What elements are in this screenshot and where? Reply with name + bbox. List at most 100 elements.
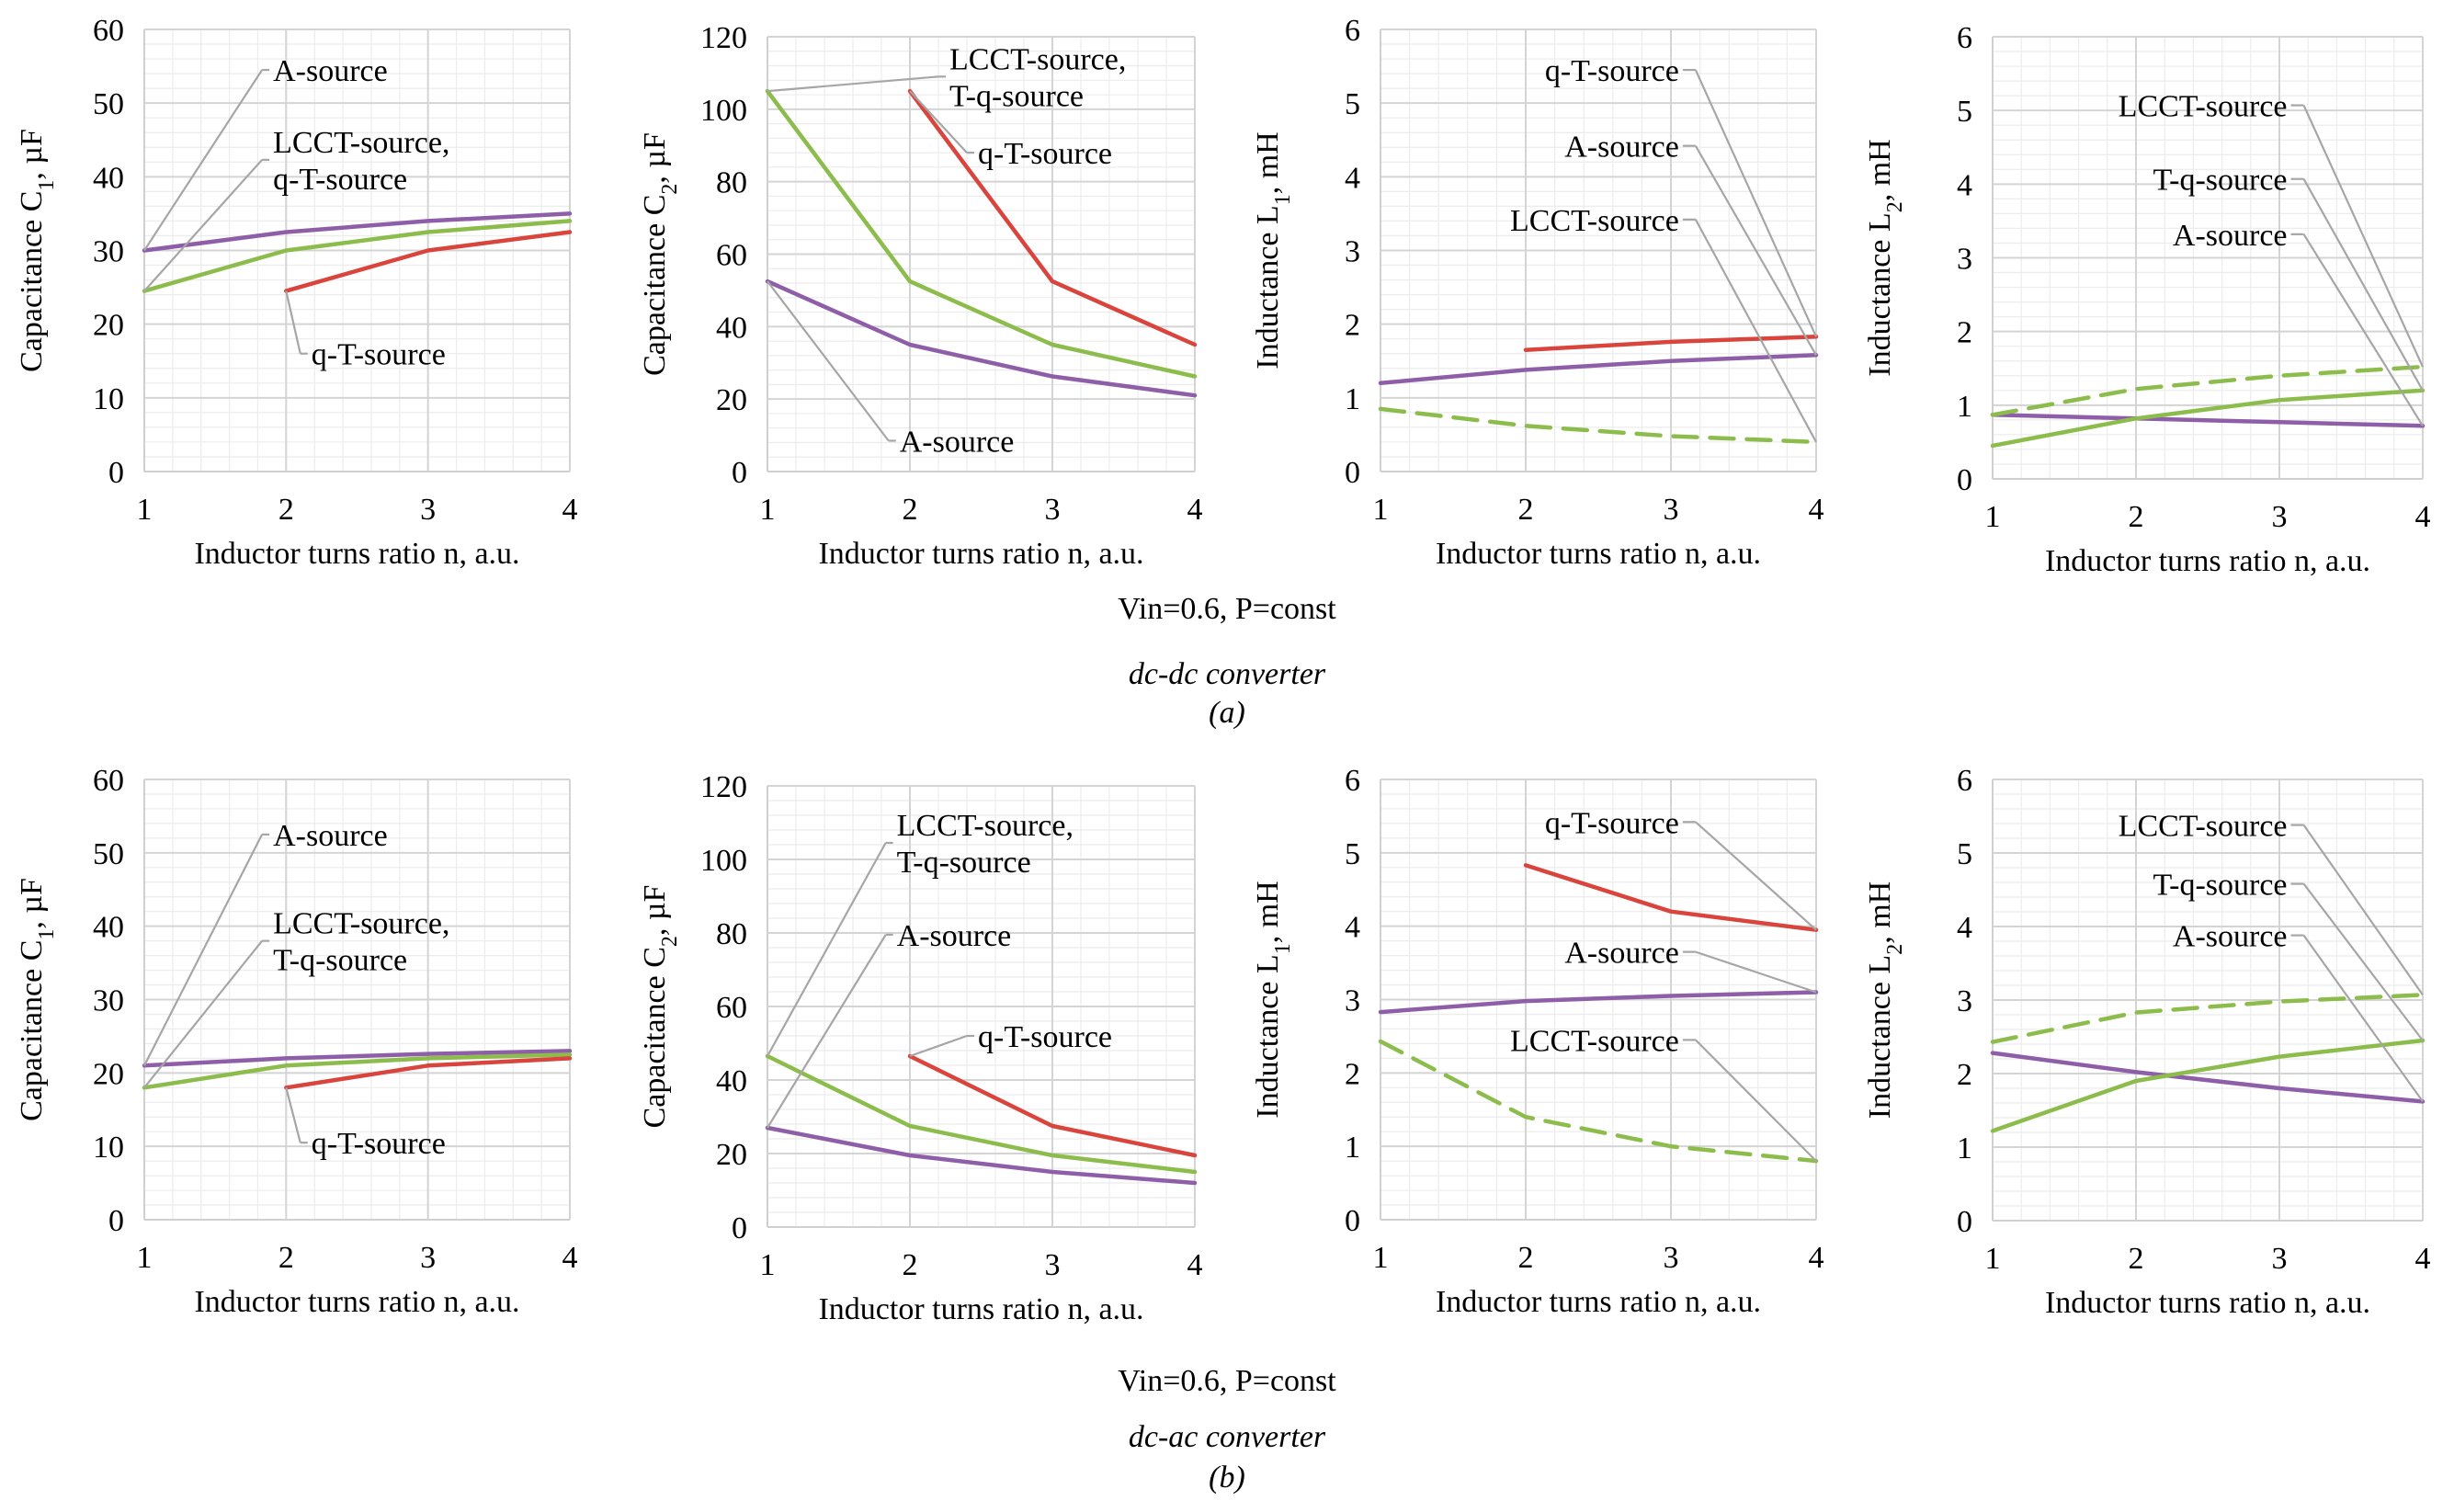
annotation-text: LCCT-source, <box>949 42 1126 76</box>
annotation-callout: A-source <box>767 280 1014 459</box>
annotation-text: q-T-source <box>1545 806 1679 840</box>
y-tick-label: 80 <box>716 166 747 200</box>
annotation-text: A-source <box>897 919 1012 953</box>
y-tick-label: 4 <box>1957 168 1972 202</box>
y-tick-label: 0 <box>732 456 747 490</box>
leader-line <box>767 842 887 1057</box>
x-tick-label: 2 <box>903 1248 918 1282</box>
leader-line <box>1695 821 1817 931</box>
leader-line <box>1695 950 1817 994</box>
y-tick-label: 10 <box>93 382 124 416</box>
leader-line <box>909 90 968 153</box>
y-axis-title-subscript: 1 <box>1271 943 1295 954</box>
leader-line <box>2302 934 2424 1103</box>
y-tick-label: 60 <box>716 991 747 1025</box>
annotation-text: T-q-source <box>949 79 1084 113</box>
annotation-text: T-q-source <box>2153 164 2287 198</box>
y-tick-label: 5 <box>1957 95 1972 129</box>
annotation-callout: q-T-source <box>909 90 1112 171</box>
series-line-lcct-source <box>1990 993 2426 1044</box>
y-axis-title: Inductance L1, mH <box>1251 131 1295 369</box>
annotation-text: LCCT-source <box>2119 810 2288 844</box>
y-tick-label: 100 <box>700 844 747 878</box>
x-tick-label: 1 <box>760 493 776 527</box>
y-tick-label: 6 <box>1345 14 1360 48</box>
annotation-text: LCCT-source <box>1510 1024 1679 1058</box>
y-tick-label: 0 <box>1957 1205 1972 1239</box>
y-axis-title-unit: , mH <box>1251 881 1285 943</box>
y-tick-label: 60 <box>93 14 124 48</box>
y-tick-label: 3 <box>1345 235 1360 269</box>
leader-line <box>1695 1039 1817 1162</box>
series-line-lcct-source <box>1378 1039 1819 1164</box>
y-tick-label: 50 <box>93 837 124 871</box>
annotation-text: T-q-source <box>2153 869 2287 903</box>
leader-line <box>767 280 890 442</box>
series-line-lcct-source <box>1378 406 1819 445</box>
chart-a1: 0 10 20 30 40 50 60 1 2 3 4 Inductor turns ratio n,… <box>15 14 578 571</box>
y-tick-label: 3 <box>1957 984 1972 1018</box>
y-tick-label: 50 <box>93 87 124 121</box>
caption-b-label: (b) <box>1209 1461 1245 1495</box>
x-axis-title: Inductor turns ratio n, a.u. <box>194 537 519 571</box>
annotation-text: q-T-source <box>312 338 446 372</box>
y-axis-title-subscript: 2 <box>658 184 682 195</box>
annotation-text: LCCT-source, <box>273 907 449 941</box>
x-tick-label: 1 <box>760 1248 776 1282</box>
y-tick-label: 6 <box>1345 764 1360 798</box>
y-axis-title-subscript: 2 <box>658 936 682 947</box>
series-line-a-source <box>1990 1051 2426 1104</box>
x-tick-label: 1 <box>1373 493 1389 527</box>
annotation-callout: A-source <box>1564 131 1817 356</box>
series-line-a-source <box>1378 353 1819 386</box>
y-tick-label: 40 <box>716 311 747 345</box>
x-tick-label: 4 <box>1809 493 1824 527</box>
y-tick-label: 5 <box>1957 837 1972 871</box>
x-tick-label: 3 <box>420 1241 436 1275</box>
series-line-a-source <box>1378 990 1819 1015</box>
annotation-callout: A-source <box>767 919 1012 1129</box>
y-tick-label: 0 <box>108 456 124 490</box>
annotation-text: q-T-source <box>1545 54 1679 88</box>
annotation-callout: q-T-source <box>909 1020 1112 1058</box>
leader-line <box>143 939 263 1088</box>
x-tick-label: 3 <box>1664 493 1679 527</box>
x-axis-title: Inductor turns ratio n, a.u. <box>818 1292 1143 1326</box>
y-axis-title: Capacitance C2, µF <box>638 885 682 1129</box>
y-tick-label: 40 <box>93 161 124 195</box>
leader-line <box>2302 882 2424 1041</box>
annotation-callout: A-source <box>143 54 388 252</box>
y-tick-label: 40 <box>93 911 124 945</box>
y-tick-label: 2 <box>1345 309 1360 343</box>
leader-line <box>767 75 939 93</box>
y-tick-label: 4 <box>1345 911 1360 945</box>
y-tick-label: 100 <box>700 94 747 128</box>
annotation-text: q-T-source <box>312 1127 446 1161</box>
y-tick-label: 60 <box>716 239 747 273</box>
y-axis-title: Capacitance C1, µF <box>15 129 59 372</box>
annotation-callout: A-source <box>143 819 388 1066</box>
x-axis-title: Inductor turns ratio n, a.u. <box>2045 1286 2370 1320</box>
y-tick-label: 3 <box>1957 243 1972 277</box>
y-tick-label: 3 <box>1345 984 1360 1018</box>
y-tick-label: 20 <box>93 1057 124 1091</box>
annotation-callout: q-T-source <box>1545 54 1818 337</box>
series-line-q-t-source <box>1523 863 1819 932</box>
series-line-q-t-source <box>907 88 1198 347</box>
x-tick-label: 3 <box>2272 1242 2288 1276</box>
annotation-text: q-T-source <box>978 1020 1112 1054</box>
chart-a2: 0 20 40 60 80 100 120 1 2 3 4 Inductor turns ratio … <box>638 21 1203 571</box>
annotation-callout: q-T-source <box>1545 806 1817 931</box>
y-tick-label: 10 <box>93 1131 124 1165</box>
x-axis-title: Inductor turns ratio n, a.u. <box>194 1285 519 1319</box>
x-tick-label: 4 <box>1187 1248 1203 1282</box>
annotation-callout: LCCT-source,T-q-source <box>143 907 449 1088</box>
y-tick-label: 20 <box>93 309 124 343</box>
chart-b1: 0 10 20 30 40 50 60 1 2 3 4 Inductor turns ratio n,… <box>15 764 578 1319</box>
leader-line <box>143 834 264 1066</box>
annotation-callout: LCCT-source,T-q-source <box>767 42 1126 113</box>
annotation-text: T-q-source <box>273 944 407 978</box>
y-axis-title-unit: , mH <box>1863 881 1897 944</box>
annotation-callout: q-T-source <box>285 290 446 372</box>
